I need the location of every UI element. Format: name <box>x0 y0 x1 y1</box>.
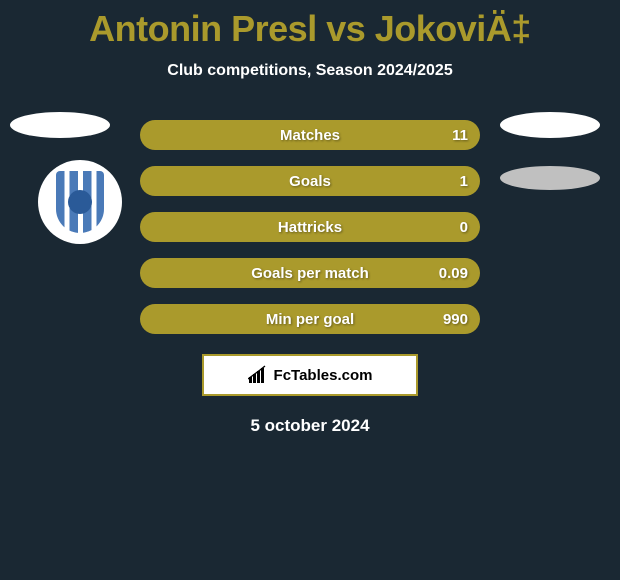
stat-label: Min per goal <box>266 311 354 328</box>
club-logo-icon <box>38 160 122 244</box>
stat-label: Goals per match <box>251 265 369 282</box>
stat-row-hattricks: Hattricks 0 <box>140 212 480 242</box>
player-left-placeholder-icon <box>10 112 110 138</box>
player-right-placeholder-icon <box>500 112 600 138</box>
stat-value: 0 <box>460 219 468 236</box>
stat-value: 1 <box>460 173 468 190</box>
page-title: Antonin Presl vs JokoviÄ‡ <box>0 0 620 50</box>
stat-value: 990 <box>443 311 468 328</box>
club-right-placeholder-icon <box>500 166 600 190</box>
right-player-badges <box>500 112 600 190</box>
stats-container: Matches 11 Goals 1 Hattricks 0 Goals per… <box>140 120 480 334</box>
stat-row-min-per-goal: Min per goal 990 <box>140 304 480 334</box>
stat-label: Goals <box>289 173 331 190</box>
stat-value: 11 <box>452 127 468 144</box>
stat-row-goals: Goals 1 <box>140 166 480 196</box>
date-text: 5 october 2024 <box>0 416 620 436</box>
bar-chart-icon <box>248 365 268 385</box>
branding-box[interactable]: FcTables.com <box>202 354 418 396</box>
stat-row-matches: Matches 11 <box>140 120 480 150</box>
subtitle: Club competitions, Season 2024/2025 <box>0 62 620 80</box>
branding-text: FcTables.com <box>274 367 373 384</box>
stat-value: 0.09 <box>439 265 468 282</box>
stat-row-goals-per-match: Goals per match 0.09 <box>140 258 480 288</box>
left-player-badges <box>10 112 110 138</box>
club-logo-shield-icon <box>56 171 104 233</box>
content-area: Matches 11 Goals 1 Hattricks 0 Goals per… <box>0 120 620 436</box>
stat-label: Matches <box>280 127 340 144</box>
stat-label: Hattricks <box>278 219 342 236</box>
